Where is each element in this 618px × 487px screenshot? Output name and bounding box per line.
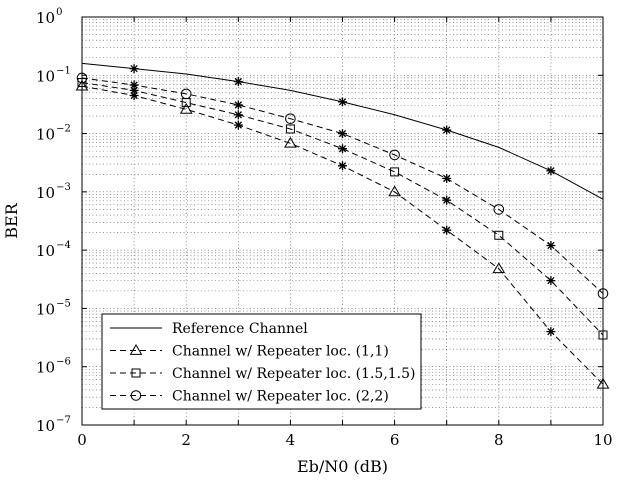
star-stroke bbox=[547, 276, 555, 285]
star-stroke bbox=[443, 196, 451, 204]
legend-label: Channel w/ Repeater loc. (1,1) bbox=[172, 344, 389, 360]
star-stroke bbox=[234, 121, 242, 129]
data-point-star bbox=[546, 166, 556, 176]
x-tick-labels: 0 2 4 6 8 10 bbox=[77, 431, 612, 449]
star-stroke bbox=[234, 77, 242, 86]
y-tick-label: 10−6 bbox=[36, 357, 71, 377]
data-point-square bbox=[390, 167, 400, 177]
data-point-triangle bbox=[284, 136, 297, 148]
star-stroke bbox=[130, 65, 138, 73]
y-tick-label: 10−7 bbox=[36, 415, 71, 435]
data-point-star bbox=[546, 327, 556, 337]
y-tick-labels: 100 10−1 10−2 10−3 10−4 10−5 10−6 10−7 bbox=[36, 7, 71, 435]
data-point-star bbox=[129, 80, 139, 90]
data-point-triangle bbox=[388, 185, 401, 197]
series-2 bbox=[75, 79, 610, 389]
x-tick-label: 8 bbox=[494, 431, 504, 449]
legend: Reference Channel Channel w/ Repeater loc… bbox=[101, 313, 422, 410]
star-stroke bbox=[443, 226, 451, 234]
legend-box bbox=[101, 313, 422, 410]
data-point-star bbox=[442, 173, 452, 183]
y-tick-label: 10−5 bbox=[36, 298, 71, 318]
star-stroke bbox=[234, 101, 242, 109]
star-stroke bbox=[443, 174, 451, 183]
data-point-square bbox=[494, 230, 504, 240]
series-line bbox=[81, 82, 604, 336]
series-1 bbox=[81, 62, 604, 200]
data-point-circle bbox=[180, 88, 192, 100]
star-stroke bbox=[338, 129, 347, 138]
data-point-star bbox=[233, 110, 243, 120]
data-point-star bbox=[338, 144, 347, 154]
star-stroke bbox=[234, 111, 242, 119]
legend-entry-1: Reference Channel bbox=[110, 321, 308, 337]
series-3 bbox=[77, 78, 608, 340]
data-point-star bbox=[233, 100, 243, 110]
data-point-circle bbox=[130, 390, 142, 401]
tick-marks bbox=[81, 16, 604, 426]
data-point-triangle bbox=[129, 344, 143, 355]
data-point-star bbox=[233, 120, 243, 130]
data-point-square bbox=[285, 124, 295, 134]
data-point-circle bbox=[389, 149, 400, 161]
data-point-triangle bbox=[492, 262, 506, 274]
y-axis-label: BER bbox=[2, 202, 21, 238]
legend-entry-4: Channel w/ Repeater loc. (2,2) bbox=[110, 389, 389, 405]
x-axis-label: Eb/N0 (dB) bbox=[297, 457, 388, 476]
data-point-star bbox=[338, 129, 347, 139]
data-point-star bbox=[442, 125, 452, 135]
y-tick-label: 10−4 bbox=[36, 240, 71, 260]
data-point-square bbox=[131, 368, 141, 378]
y-tick-label: 100 bbox=[36, 7, 62, 27]
y-tick-label: 10−3 bbox=[36, 182, 71, 202]
series-layer bbox=[75, 62, 610, 389]
x-tick-label: 0 bbox=[77, 431, 87, 449]
star-stroke bbox=[547, 241, 555, 250]
data-point-star bbox=[442, 195, 452, 205]
legend-label: Reference Channel bbox=[172, 321, 308, 337]
data-point-star bbox=[129, 64, 139, 74]
y-tick-label: 10−2 bbox=[36, 124, 71, 144]
data-point-circle bbox=[285, 113, 296, 124]
grid bbox=[82, 17, 603, 425]
x-tick-label: 6 bbox=[390, 431, 400, 449]
data-point-star bbox=[338, 161, 347, 171]
star-stroke bbox=[338, 145, 347, 153]
data-point-star bbox=[129, 85, 139, 95]
data-point-triangle bbox=[179, 102, 193, 114]
data-point-star bbox=[546, 241, 556, 251]
star-stroke bbox=[443, 126, 451, 134]
star-stroke bbox=[547, 327, 555, 336]
legend-label: Channel w/ Repeater loc. (1.5,1.5) bbox=[172, 366, 416, 382]
legend-entry-2: Channel w/ Repeater loc. (1,1) bbox=[110, 344, 389, 360]
series-line bbox=[81, 77, 604, 294]
data-point-star bbox=[546, 276, 556, 286]
y-tick-label: 10−1 bbox=[36, 65, 71, 85]
legend-label: Channel w/ Repeater loc. (2,2) bbox=[172, 389, 389, 405]
x-tick-label: 2 bbox=[181, 431, 191, 449]
star-stroke bbox=[338, 162, 347, 170]
series-4 bbox=[76, 72, 609, 299]
star-stroke bbox=[130, 86, 138, 95]
star-stroke bbox=[547, 167, 555, 175]
x-tick-label: 4 bbox=[286, 431, 296, 449]
star-stroke bbox=[338, 98, 347, 106]
data-point-circle bbox=[493, 204, 505, 215]
legend-entry-3: Channel w/ Repeater loc. (1.5,1.5) bbox=[110, 366, 416, 382]
data-point-star bbox=[338, 97, 347, 107]
data-point-star bbox=[233, 77, 243, 87]
data-point-star bbox=[442, 225, 452, 235]
star-stroke bbox=[130, 81, 138, 89]
x-tick-label: 10 bbox=[593, 431, 612, 449]
